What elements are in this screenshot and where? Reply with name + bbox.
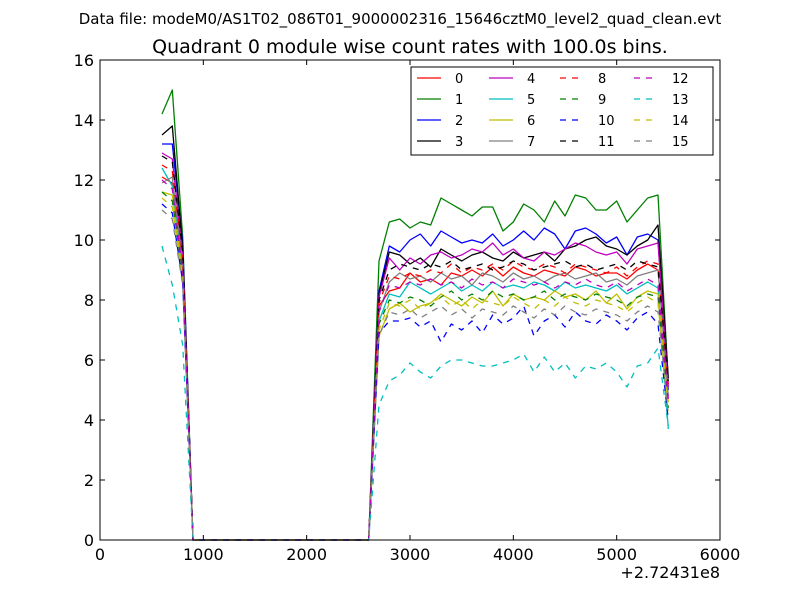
legend-label-3: 3 (455, 135, 463, 150)
legend-label-10: 10 (598, 114, 615, 129)
legend-label-9: 9 (598, 93, 606, 108)
y-tick-label: 8 (84, 291, 94, 310)
data-file-label: Data file: modeM0/AS1T02_086T01_90000023… (79, 10, 722, 29)
legend-label-6: 6 (527, 114, 535, 129)
x-tick-label: 6000 (700, 545, 741, 564)
y-tick-label: 12 (74, 171, 94, 190)
y-tick-label: 16 (74, 51, 94, 70)
y-tick-label: 10 (74, 231, 94, 250)
legend-label-12: 12 (672, 72, 689, 87)
series-line-9 (161, 191, 669, 541)
legend-label-13: 13 (672, 93, 689, 108)
x-tick-label: 0 (95, 545, 105, 564)
x-tick-label: 3000 (390, 545, 431, 564)
legend-box (410, 66, 714, 156)
legend-label-14: 14 (672, 114, 689, 129)
x-tick-label: 5000 (596, 545, 637, 564)
y-tick-label: 6 (84, 351, 94, 370)
legend-label-0: 0 (455, 72, 463, 87)
legend-label-8: 8 (598, 72, 606, 87)
y-tick-label: 2 (84, 471, 94, 490)
legend-label-4: 4 (527, 72, 535, 87)
x-tick-label: 1000 (183, 545, 224, 564)
x-axis-offset-label: +2.72431e8 (620, 563, 720, 582)
legend-label-11: 11 (598, 135, 615, 150)
y-tick-label: 4 (84, 411, 94, 430)
x-tick-label: 4000 (493, 545, 534, 564)
x-tick-label: 2000 (286, 545, 327, 564)
chart-title: Quadrant 0 module wise count rates with … (152, 36, 668, 58)
legend-label-15: 15 (672, 135, 689, 150)
series-line-10 (161, 203, 669, 541)
legend-label-7: 7 (527, 135, 535, 150)
x-axis: 0 1000 2000 3000 4000 5000 6000 (95, 60, 740, 564)
legend-label-1: 1 (455, 93, 463, 108)
legend-label-5: 5 (527, 93, 535, 108)
y-tick-label: 0 (84, 531, 94, 550)
y-tick-label: 14 (74, 111, 94, 130)
legend-label-2: 2 (455, 114, 463, 129)
